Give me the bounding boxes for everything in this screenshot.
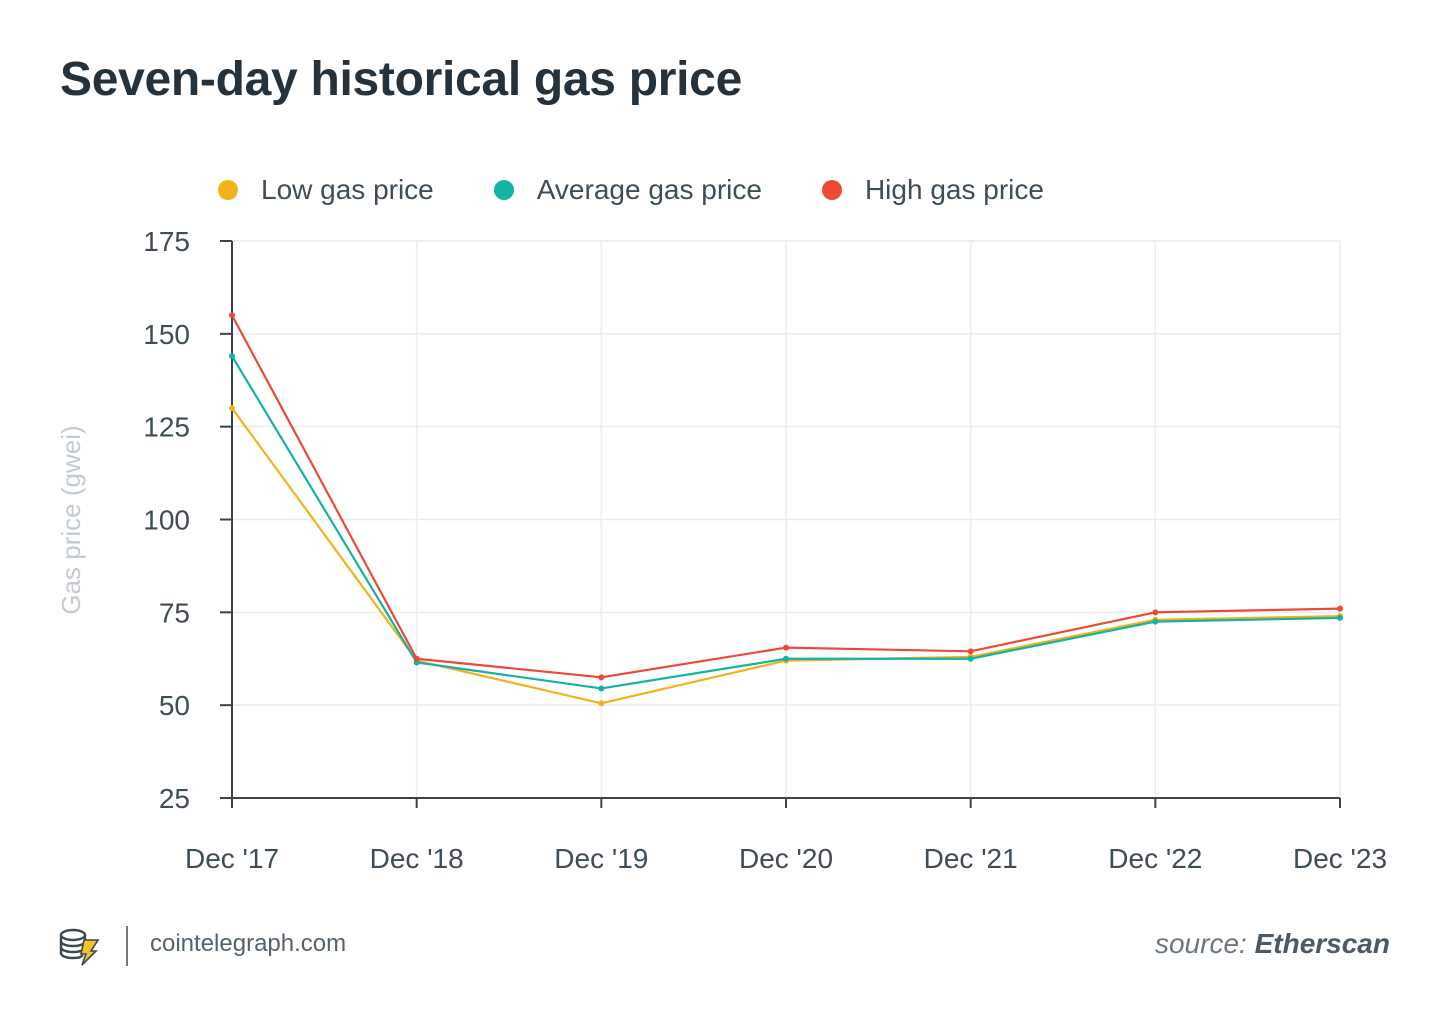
data-point-low bbox=[229, 405, 235, 412]
data-point-high bbox=[598, 674, 605, 681]
x-tick-label: Dec '18 bbox=[370, 843, 464, 874]
y-tick-label: 100 bbox=[143, 505, 190, 536]
data-point-average bbox=[1337, 614, 1343, 621]
cointelegraph-logo-icon bbox=[58, 926, 102, 971]
data-point-high bbox=[229, 312, 235, 319]
data-point-average bbox=[783, 655, 789, 662]
legend-label-high: High gas price bbox=[864, 174, 1044, 205]
data-point-average bbox=[598, 685, 605, 692]
x-tick-label: Dec '21 bbox=[924, 843, 1018, 874]
x-tick-label: Dec '20 bbox=[739, 843, 833, 874]
chart-title: Seven-day historical gas price bbox=[60, 53, 742, 106]
x-tick-label: Dec '22 bbox=[1108, 843, 1202, 874]
legend-item-high: High gas price bbox=[821, 174, 1044, 206]
y-tick-label: 125 bbox=[143, 412, 190, 443]
footer-site-link[interactable]: cointelegraph.com bbox=[150, 930, 347, 957]
legend-dot-average bbox=[493, 180, 514, 200]
source-prefix: source: bbox=[1154, 928, 1255, 959]
legend-label-low: Low gas price bbox=[261, 174, 434, 205]
y-tick-label: 25 bbox=[159, 783, 190, 814]
data-point-average bbox=[229, 353, 235, 360]
data-point-high bbox=[967, 648, 974, 655]
data-point-average bbox=[967, 655, 974, 662]
chart-legend: Low gas price Average gas price High gas… bbox=[218, 174, 1104, 206]
data-point-high bbox=[783, 644, 789, 651]
data-point-high bbox=[1337, 605, 1343, 612]
axis-layer: 25 50 75 100 125 150 175 Dec '17 Dec '18 Dec '19 D… bbox=[143, 226, 1387, 874]
y-tick-label: 150 bbox=[143, 319, 190, 350]
series-layer bbox=[229, 312, 1343, 707]
x-tick-label: Dec '23 bbox=[1293, 843, 1387, 874]
data-point-high bbox=[1152, 609, 1159, 616]
legend-dot-low bbox=[218, 180, 238, 200]
x-tick-label: Dec '17 bbox=[185, 843, 279, 874]
data-point-high bbox=[413, 655, 420, 662]
footer-source: source: Etherscan bbox=[1155, 928, 1390, 960]
source-name: Etherscan bbox=[1254, 928, 1390, 959]
footer-divider bbox=[126, 926, 128, 966]
legend-dot-high bbox=[821, 180, 842, 200]
data-point-average bbox=[1152, 618, 1159, 625]
y-tick-label: 75 bbox=[159, 597, 190, 628]
y-tick-label: 175 bbox=[143, 226, 190, 257]
y-tick-label: 50 bbox=[159, 690, 190, 721]
grid-layer bbox=[232, 240, 1341, 798]
legend-label-average: Average gas price bbox=[536, 174, 762, 205]
chart-plot: 25 50 75 100 125 150 175 Dec '17 Dec '18 Dec '19 D… bbox=[56, 226, 1387, 874]
legend-item-low: Low gas price bbox=[218, 174, 434, 206]
legend-item-average: Average gas price bbox=[493, 174, 762, 206]
y-axis-label: Gas price (gwei) bbox=[56, 425, 86, 614]
data-point-low bbox=[598, 700, 605, 707]
x-tick-label: Dec '19 bbox=[554, 843, 648, 874]
